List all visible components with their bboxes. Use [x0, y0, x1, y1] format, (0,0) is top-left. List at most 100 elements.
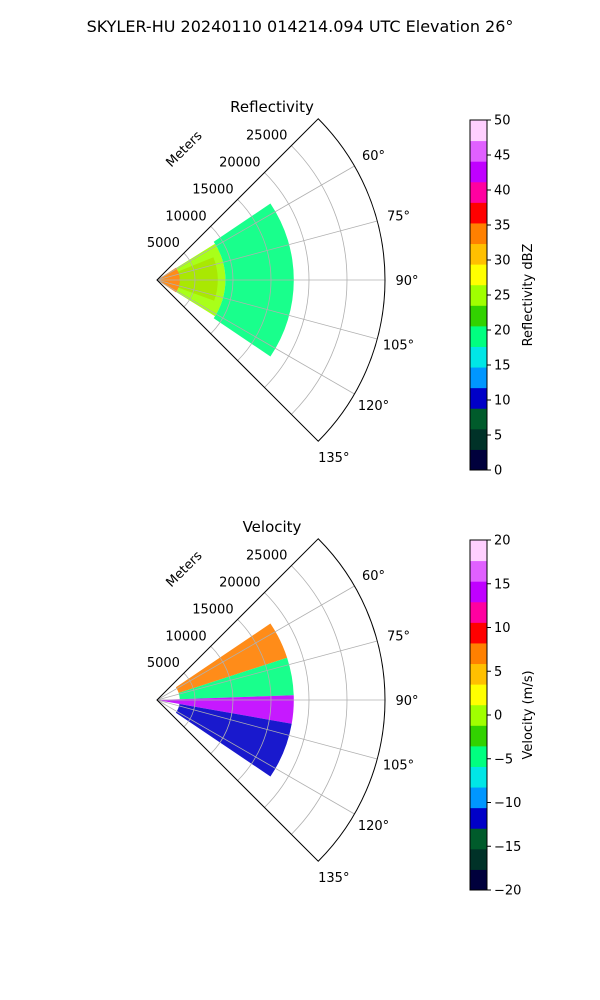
colorbar-swatch	[470, 540, 487, 562]
colorbar-swatch	[470, 828, 487, 850]
polar-grid	[156, 118, 386, 442]
colorbar-swatch	[470, 581, 487, 603]
azimuth-tick-label: 105°	[383, 759, 414, 774]
azimuth-tick-label: 105°	[383, 339, 414, 354]
colorbar-swatch	[470, 663, 487, 685]
panel-reflectivity: Reflectivity 5000 10000 15000 20000 25000 60°…	[147, 98, 419, 466]
azimuth-tick-label: 75°	[387, 629, 410, 644]
sector-frame	[156, 118, 386, 442]
range-tick-label: 25000	[246, 549, 287, 564]
colorbar-swatches: 0 5 10 15 20 25 30 35 40 45 50	[469, 114, 511, 479]
range-tick-label: 15000	[192, 602, 233, 617]
azimuth-tick-label: 120°	[358, 819, 389, 834]
colorbar-swatch	[470, 387, 487, 409]
colorbar-swatch	[470, 120, 487, 142]
colorbar-swatch	[470, 140, 487, 162]
colorbar-swatch	[470, 325, 487, 347]
colorbar-swatch	[470, 346, 487, 368]
azimuth-gridline	[156, 585, 355, 701]
data-region	[157, 695, 294, 724]
azimuth-tick-label: 90°	[395, 274, 418, 289]
colorbar-tick-label: 5	[494, 665, 502, 680]
colorbar-swatch	[470, 181, 487, 203]
range-tick-label: 15000	[192, 182, 233, 197]
colorbar-swatch	[470, 202, 487, 224]
colorbar-swatch	[470, 560, 487, 582]
colorbar-label: Reflectivity dBZ	[521, 244, 536, 347]
panel-velocity: Velocity 5000 10000 15000 20000 25000 60° 75° 9…	[147, 518, 419, 886]
colorbar-velocity: −20 −15 −10 −5 0 5 10 15 20 Velocity (m/s)	[469, 534, 536, 899]
azimuth-tick-label: 60°	[362, 149, 385, 164]
colorbar-tick-label: 10	[494, 394, 511, 409]
colorbar-swatch	[470, 284, 487, 306]
colorbar-swatch	[470, 367, 487, 389]
azimuth-gridline	[156, 699, 355, 815]
colorbar-swatch	[470, 243, 487, 265]
range-tick-label: 5000	[147, 236, 180, 251]
colorbar-tick-label: 40	[494, 184, 511, 199]
colorbar-swatch	[470, 622, 487, 644]
azimuth-tick-label: 135°	[318, 451, 349, 466]
colorbar-tick-label: 15	[494, 577, 511, 592]
colorbar-tick-label: 0	[494, 709, 502, 724]
range-tick-label: 20000	[219, 576, 260, 591]
colorbar-swatch	[470, 869, 487, 891]
colorbar-tick-label: 45	[494, 149, 511, 164]
colorbar-label: Velocity (m/s)	[521, 670, 536, 759]
colorbar-swatch	[470, 807, 487, 829]
colorbar-swatches: −20 −15 −10 −5 0 5 10 15 20	[469, 534, 521, 899]
range-tick-label: 25000	[246, 129, 287, 144]
azimuth-gridline	[156, 640, 378, 701]
colorbar-swatch	[470, 766, 487, 788]
colorbar-tick-label: 10	[494, 621, 511, 636]
data-region	[175, 703, 292, 777]
colorbar-swatch	[470, 642, 487, 665]
colorbar-swatch	[470, 222, 487, 245]
tick-labels: 5000 10000 15000 20000 25000 60° 75° 90° 105° 120…	[147, 549, 419, 886]
colorbar-tick-label: 30	[494, 254, 511, 269]
range-axis-label: Meters	[164, 548, 206, 590]
colorbar-tick-label: 50	[494, 114, 511, 129]
range-tick-label: 10000	[165, 209, 206, 224]
azimuth-tick-label: 135°	[318, 871, 349, 886]
colorbar-tick-label: −20	[494, 884, 521, 899]
colorbar-swatch	[470, 264, 487, 286]
azimuth-tick-label: 60°	[362, 569, 385, 584]
colorbar-tick-label: 15	[494, 359, 511, 374]
tick-labels: 5000 10000 15000 20000 25000 60° 75° 90° 105° 120…	[147, 129, 419, 466]
panel-title: Reflectivity	[230, 98, 314, 116]
colorbar-swatch	[470, 684, 487, 706]
sector-frame	[156, 538, 386, 862]
colorbar-tick-label: 20	[494, 324, 511, 339]
colorbar-swatch	[470, 408, 487, 430]
azimuth-tick-label: 120°	[358, 399, 389, 414]
azimuth-tick-label: 90°	[395, 694, 418, 709]
range-axis-label: Meters	[164, 128, 206, 170]
colorbar-tick-label: −5	[494, 752, 513, 767]
colorbar-tick-label: 20	[494, 534, 511, 549]
colorbar-swatch	[470, 848, 487, 870]
azimuth-gridline	[156, 220, 378, 281]
azimuth-gridline	[156, 699, 378, 760]
colorbar-swatch	[470, 305, 487, 327]
range-tick-label: 5000	[147, 656, 180, 671]
colorbar-tick-label: −15	[494, 840, 521, 855]
colorbar-swatch	[470, 725, 487, 747]
range-tick-label: 10000	[165, 629, 206, 644]
colorbar-swatch	[470, 704, 487, 726]
colorbar-swatch	[470, 787, 487, 809]
panel-title: Velocity	[243, 518, 302, 536]
colorbar-tick-label: 35	[494, 219, 511, 234]
colorbar-tick-label: 0	[494, 464, 502, 479]
colorbar-swatch	[470, 428, 487, 450]
polar-grid	[156, 538, 386, 862]
colorbar-swatch	[470, 745, 487, 767]
range-tick-label: 20000	[219, 156, 260, 171]
azimuth-gridline	[156, 165, 355, 281]
azimuth-tick-label: 75°	[387, 209, 410, 224]
figure-suptitle: SKYLER-HU 20240110 014214.094 UTC Elevat…	[87, 17, 514, 36]
colorbar-tick-label: −10	[494, 796, 521, 811]
azimuth-gridline	[156, 279, 378, 340]
colorbar-swatch	[470, 601, 487, 623]
